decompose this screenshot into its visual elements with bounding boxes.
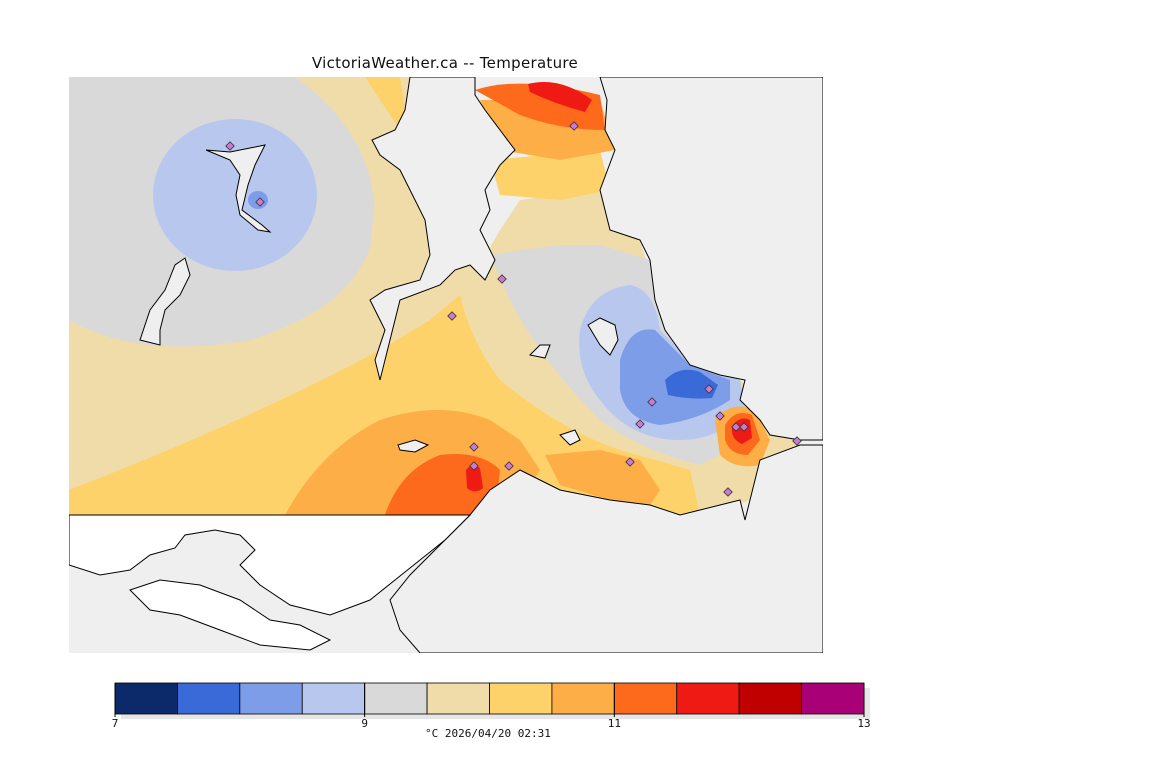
temperature-contours [69,77,800,520]
contour-9.5-10-nw-strip [365,77,408,130]
station-8 [715,411,725,421]
legend-tick-label-13: 13 [857,717,870,730]
island-bottom [129,579,332,651]
lake-se [559,429,581,446]
map-title: VictoriaWeather.ca -- Temperature [311,54,579,72]
legend-swatch-1 [114,682,178,715]
inlet-east [599,77,823,441]
legend-tick-label-7: 7 [112,717,119,730]
station-11 [739,422,749,432]
legend-swatch-5 [364,682,428,715]
legend-swatch-8 [551,682,615,715]
station-13 [469,442,479,452]
contour-8.5-west [153,119,317,271]
lake-west [139,257,191,346]
legend-swatch-12 [801,682,865,715]
contour-11-11.5-south [466,465,483,492]
legend-bar [114,682,870,719]
station-16 [723,487,733,497]
contour-9-9.5-coast [295,77,440,300]
legend-swatch-11 [738,682,802,715]
legend-swatch-2 [177,682,241,715]
south-water-east [389,444,823,653]
station-3 [569,121,579,131]
contour-9.5-10-ne [490,150,610,200]
lake-inland-1 [205,144,272,233]
station-17 [625,457,635,467]
legend-swatch-9 [613,682,678,715]
legend-swatch-10 [676,682,740,715]
station-12 [792,436,802,446]
station-2 [255,197,265,207]
station-4 [497,274,507,284]
legend-swatch-4 [301,682,366,715]
water-areas [69,77,823,653]
legend-ticks: 7 9 11 13 [112,683,871,730]
contour-9.5-10-south [69,295,700,515]
contour-7-7.5-east [665,369,718,399]
station-5 [447,311,457,321]
station-15 [504,461,514,471]
legend-swatch-7 [489,682,553,715]
station-10 [731,422,741,432]
station-9 [635,419,645,429]
contour-11-11.5-ne [528,82,592,112]
lake-south [397,439,430,453]
legend-tick-label-9: 9 [361,717,368,730]
station-6 [704,384,714,394]
weather-stations [225,121,802,497]
lake-east [587,317,619,356]
lake-center [528,344,551,359]
legend-tick-label-11: 11 [608,717,621,730]
station-7 [647,397,657,407]
station-14 [469,461,479,471]
legend-swatch-6 [426,682,490,715]
station-1 [225,141,235,151]
legend-caption: °C 2026/04/20 02:31 [425,727,551,740]
legend-swatch-3 [239,682,303,715]
island-sw [69,514,472,616]
inlet-north [369,77,516,381]
